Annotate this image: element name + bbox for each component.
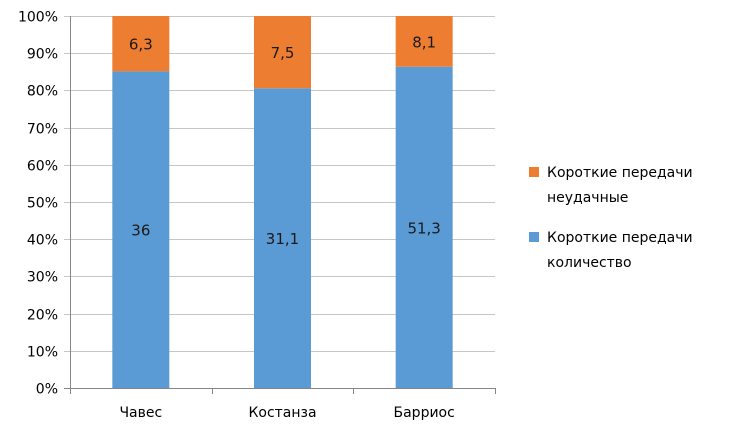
bars: 36 6,3 31,1 7,5 51,3 8,1: [112, 16, 453, 389]
data-label: 8,1: [412, 33, 436, 51]
legend-label: Короткие передачи: [547, 230, 693, 246]
legend-swatch: [529, 232, 539, 242]
x-category-label: Костанза: [248, 405, 316, 421]
bar-segment: [112, 71, 170, 388]
x-category-label: Барриос: [394, 405, 455, 421]
bar-segment: [254, 88, 311, 389]
y-tick-label: 100%: [18, 10, 58, 26]
y-tick-label: 50%: [27, 196, 58, 212]
legend-swatch: [529, 167, 539, 177]
y-tick-label: 60%: [27, 159, 58, 175]
legend-label: Короткие передачи: [547, 165, 693, 181]
y-tick-label: 80%: [27, 84, 58, 100]
y-tick-label: 40%: [27, 233, 58, 249]
legend-label: неудачные: [547, 190, 628, 206]
bar-segment: [395, 16, 453, 67]
bar-segment: [254, 16, 311, 89]
legend-label: количество: [547, 255, 632, 271]
data-label: 7,5: [271, 44, 295, 62]
y-tick-label: 90%: [27, 47, 58, 63]
y-tick-label: 0%: [36, 382, 58, 398]
data-label: 6,3: [129, 36, 153, 54]
y-tick-label: 20%: [27, 308, 58, 324]
bar-segment: [112, 16, 170, 72]
y-tick-label: 30%: [27, 270, 58, 286]
data-label: 31,1: [266, 230, 299, 248]
bar-segment: [395, 66, 453, 389]
y-tick-label: 10%: [27, 345, 58, 361]
data-label: 51,3: [407, 219, 440, 237]
x-axis-categories: Чавес Костанза Барриос: [119, 405, 454, 421]
data-label: 36: [131, 222, 150, 240]
y-tick-label: 70%: [27, 122, 58, 138]
x-category-label: Чавес: [119, 405, 162, 421]
legend: Короткие передачи неудачные Короткие перед…: [529, 165, 693, 271]
y-axis-ticks: 0% 10% 20% 30% 40% 50% 60% 70% 80% 90% 100%: [18, 10, 58, 398]
